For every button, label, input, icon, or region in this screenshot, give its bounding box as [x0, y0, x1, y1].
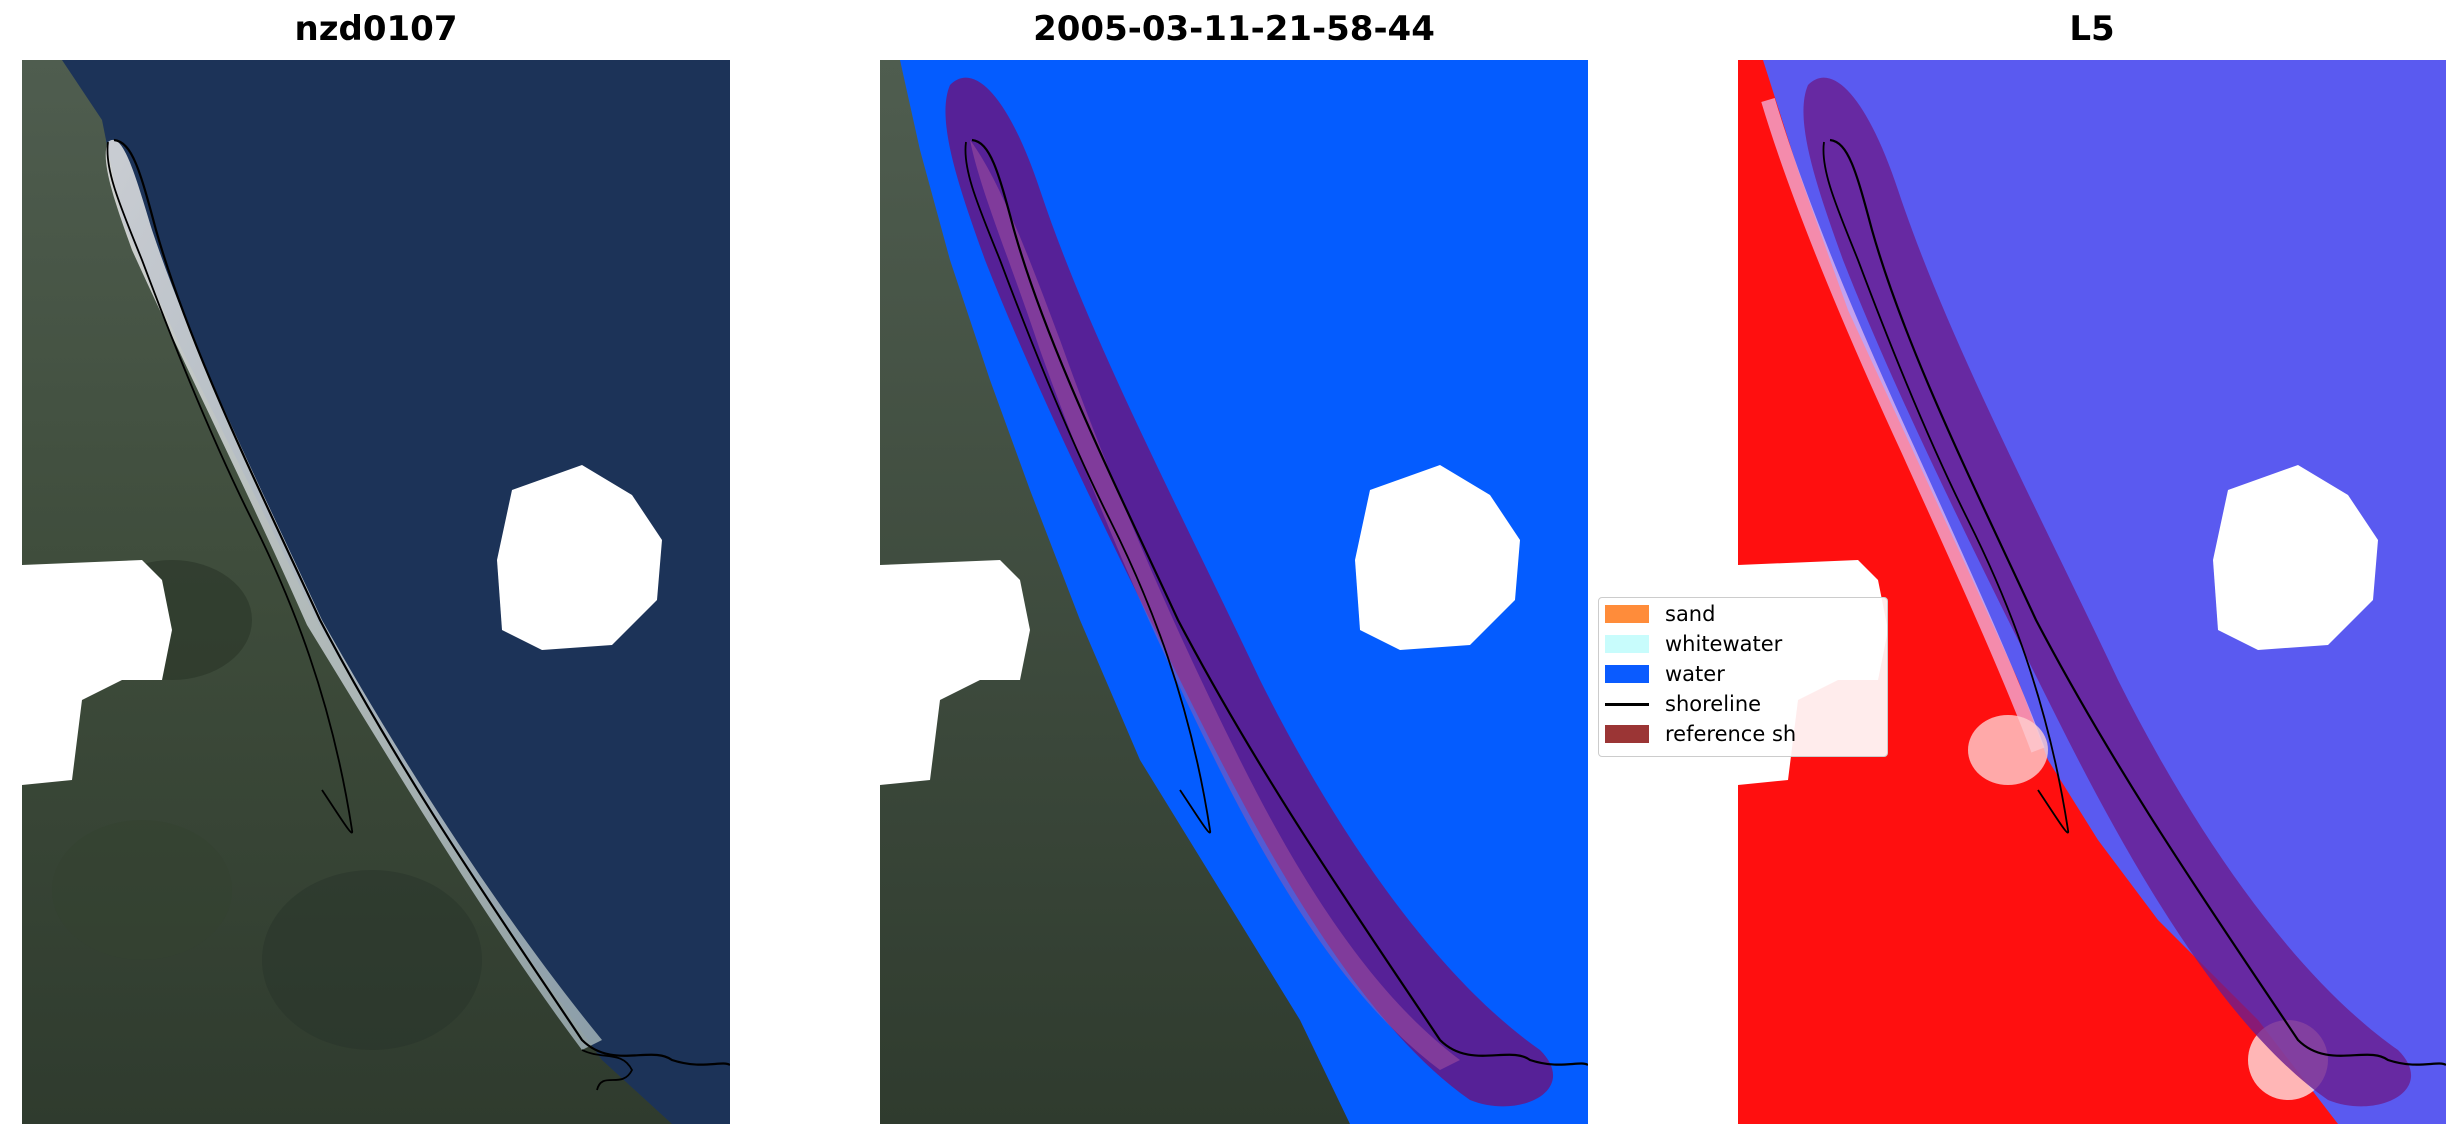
water-swatch [1605, 665, 1649, 683]
reference-shoreline-buffer [1803, 77, 2412, 1107]
reference-shoreline-buffer [945, 77, 1554, 1107]
shoreline-line [1829, 138, 2446, 1067]
reference-shoreline-swatch [1605, 725, 1649, 743]
legend-label: sand [1665, 602, 1716, 626]
cloud-mask-right [1355, 465, 1520, 650]
legend-label: whitewater [1665, 632, 1783, 656]
legend-item-shoreline: shoreline [1605, 690, 1761, 718]
legend-item-sand: sand [1605, 600, 1715, 628]
legend-label: reference sh [1665, 722, 1797, 746]
cloud-mask-left [22, 560, 172, 785]
cloud-mask-right [497, 465, 662, 650]
rgb-image-panel [22, 60, 730, 1124]
cloud-mask-left [880, 560, 1030, 785]
legend-item-whitewater: whitewater [1605, 630, 1782, 658]
index-image-panel [1738, 60, 2446, 1124]
shoreline-line [971, 138, 1588, 1067]
legend-label: shoreline [1665, 692, 1762, 716]
shoreline-line [113, 138, 730, 1067]
whitewater-swatch [1605, 635, 1649, 653]
legend-label: water [1665, 662, 1725, 686]
legend-item-reference-shoreline: reference sh [1605, 720, 1796, 748]
index-image [1738, 60, 2446, 1124]
legend-item-water: water [1605, 660, 1725, 688]
classified-image [880, 60, 1588, 1124]
panel-title-rgb: nzd0107 [294, 9, 458, 49]
panel-title-classified: 2005-03-11-21-58-44 [1033, 9, 1435, 49]
cloud-mask-right [2213, 465, 2378, 650]
land-index-area [1738, 60, 2338, 1124]
legend: sand whitewater water shoreline referenc… [1598, 597, 1888, 757]
classified-image-panel [880, 60, 1588, 1124]
panel-title-index: L5 [2069, 9, 2115, 49]
rgb-image [22, 60, 730, 1124]
land-area [880, 60, 1350, 1124]
sand-swatch [1605, 605, 1649, 623]
shoreline-swatch [1605, 702, 1649, 706]
